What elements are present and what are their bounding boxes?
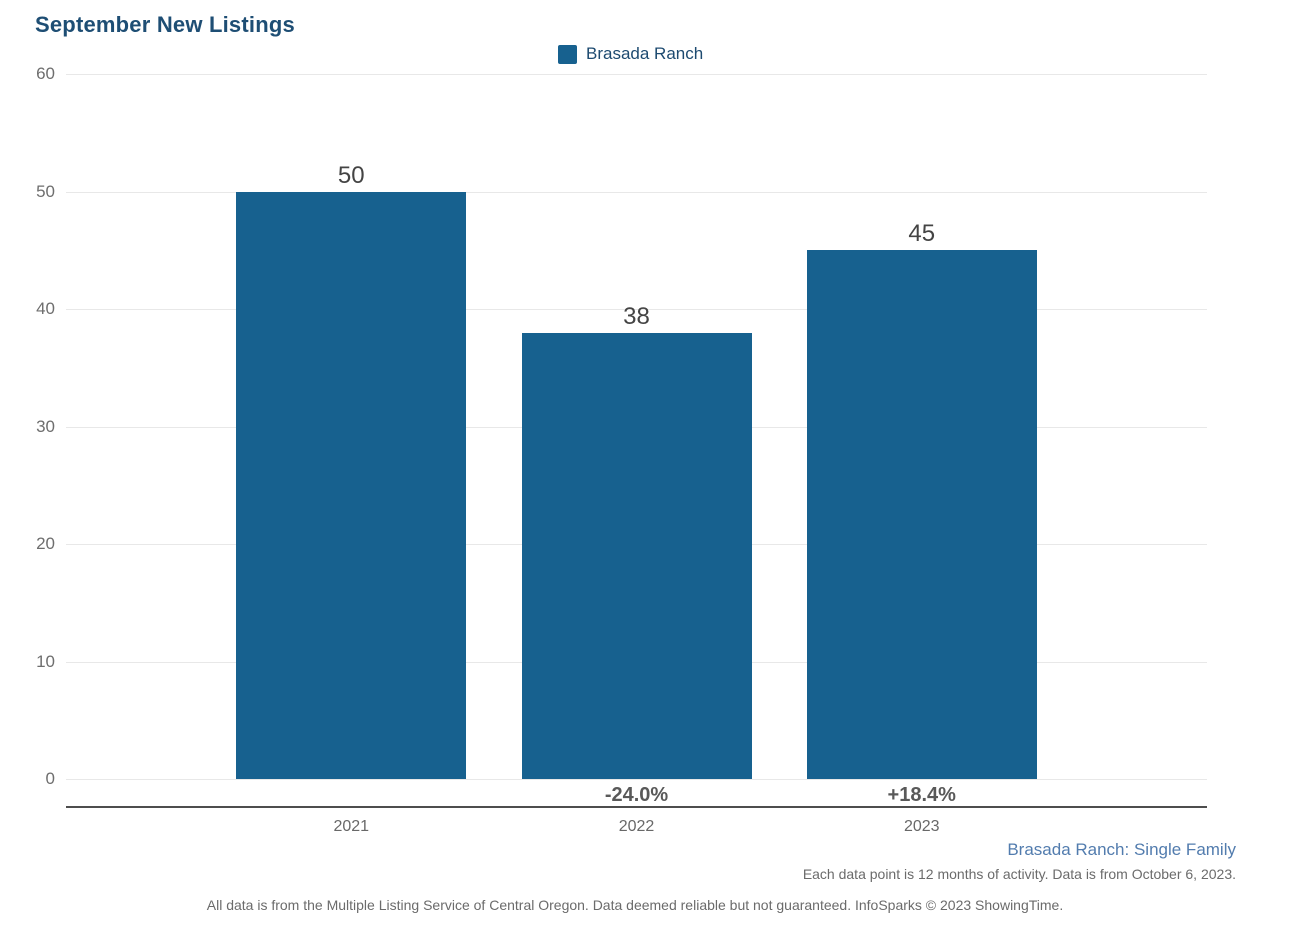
x-axis-tick-2023: 2023 — [903, 818, 940, 835]
legend-swatch-icon — [558, 44, 577, 64]
y-axis-tick-60: 60 — [36, 64, 55, 83]
legend[interactable]: Brasada Ranch — [558, 44, 703, 64]
bar-value-2023: 45 — [908, 220, 936, 248]
y-axis-tick-20: 20 — [36, 534, 55, 553]
y-axis-tick-30: 30 — [36, 416, 55, 436]
change-label-2023: +18.4% — [887, 784, 956, 806]
series-note: Brasada Ranch: Single Family — [1007, 840, 1236, 859]
change-label-2022: -24.0% — [604, 784, 669, 806]
bar-2021[interactable] — [236, 191, 467, 779]
bar-value-2021: 50 — [337, 161, 365, 189]
y-axis-tick-50: 50 — [36, 181, 55, 201]
bar-value-2022: 38 — [623, 302, 650, 330]
gridline-y50 — [66, 191, 1207, 193]
x-axis-line — [66, 806, 1207, 808]
gridline-y60 — [66, 74, 1207, 75]
gridline-y40 — [66, 309, 1207, 310]
bar-2022[interactable] — [521, 332, 752, 779]
bar-2023[interactable] — [806, 250, 1037, 779]
y-axis-tick-40: 40 — [36, 299, 55, 318]
chart-title: September New Listings — [35, 12, 295, 37]
x-axis-tick-2021: 2021 — [333, 818, 370, 835]
x-axis-tick-2022: 2022 — [618, 818, 655, 835]
disclaimer-note: All data is from the Multiple Listing Se… — [206, 897, 1064, 913]
legend-label: Brasada Ranch — [586, 44, 704, 63]
gridline-y0 — [66, 779, 1207, 780]
data-note: Each data point is 12 months of activity… — [802, 866, 1236, 882]
y-axis-tick-0: 0 — [45, 769, 55, 788]
y-axis-tick-10: 10 — [36, 651, 55, 671]
